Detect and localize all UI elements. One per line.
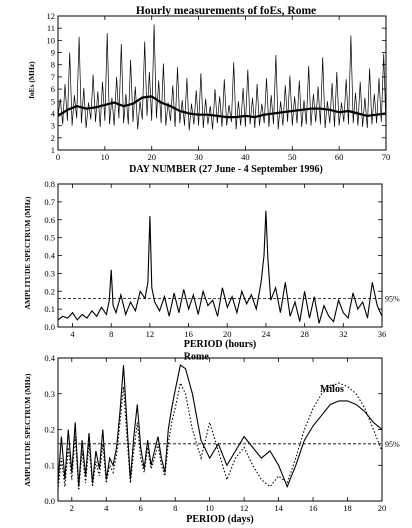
x-tick-label: 12 [146,329,155,339]
x-tick-label: 0 [56,152,60,162]
x-tick-label: 36 [378,329,387,339]
x-tick-label: 60 [335,152,344,162]
panel2-ylabel: AMPLITUDE SPECTRUM (MHz) [23,196,32,309]
annotation-rome: Rome [184,352,210,363]
y-tick-label: 0.3 [44,268,55,278]
x-tick-label: 2 [70,503,74,513]
y-tick-label: 0.0 [44,322,55,332]
y-tick-label: 0.2 [44,425,55,435]
x-tick-label: 8 [109,329,113,339]
hours-spectrum-panel: AMPLITUDE SPECTRUM (MHz) PERIOD (hours) … [23,179,400,350]
panel1-ylabel: foEs (MHz) [27,61,36,99]
x-tick-label: 10 [205,503,214,513]
x-tick-label: 30 [194,152,203,162]
x-tick-label: 16 [309,503,318,513]
y-tick-label: 0.0 [44,496,55,506]
y-tick-label: 0.6 [44,215,55,225]
x-tick-label: 70 [382,152,391,162]
y-tick-label: 0.1 [44,460,55,470]
y-tick-label: 11 [47,23,55,33]
plot-frame [57,15,387,151]
y-tick-label: 12 [47,11,56,21]
series-line-0 [57,210,383,324]
x-tick-label: 16 [184,329,193,339]
y-tick-label: 4 [51,108,56,118]
y-tick-label: 1 [51,145,55,155]
panel3-xlabel: PERIOD (days) [186,514,254,525]
x-tick-label: 24 [262,329,271,339]
x-tick-label: 20 [223,329,232,339]
significance-label: 95% [385,440,400,449]
y-tick-label: 0.2 [44,286,55,296]
panel1-xlabel: DAY NUMBER (27 June - 4 September 1996) [129,164,323,175]
x-tick-label: 14 [274,503,283,513]
y-tick-label: 0.1 [44,304,55,314]
x-tick-label: 32 [339,329,348,339]
x-tick-label: 20 [147,152,156,162]
x-tick-label: 8 [173,503,177,513]
plot-frame [57,183,383,328]
x-tick-label: 18 [343,503,352,513]
y-tick-label: 0.4 [44,251,55,261]
significance-label: 95% [385,294,400,303]
y-tick-label: 0.4 [44,353,55,363]
panel1-title: Hourly measurements of foEs, Rome [136,5,316,17]
y-tick-label: 5 [51,96,55,106]
days-spectrum-panel: AMPLITUDE SPECTRUM (MHz) PERIOD (days) 2… [23,352,400,525]
series-line-smoothed [57,95,387,119]
y-tick-label: 7 [51,72,55,82]
y-tick-label: 2 [51,133,55,143]
y-tick-label: 0.3 [44,389,55,399]
series-line-hourly [57,24,387,131]
y-tick-label: 9 [51,48,55,58]
y-tick-label: 0.7 [44,197,55,207]
x-tick-label: 40 [241,152,250,162]
panel3-ylabel: AMPLITUDE SPECTRUM (MHz) [23,373,32,486]
x-tick-label: 50 [288,152,297,162]
y-tick-label: 10 [47,35,56,45]
x-tick-label: 10 [101,152,110,162]
x-tick-label: 20 [378,503,387,513]
y-tick-label: 8 [51,60,55,70]
x-tick-label: 28 [300,329,309,339]
x-tick-label: 6 [139,503,143,513]
x-tick-label: 4 [104,503,109,513]
x-tick-label: 4 [70,329,75,339]
y-tick-label: 6 [51,84,55,94]
series-line-milos [57,381,383,491]
y-tick-label: 0.5 [44,233,55,243]
y-tick-label: 3 [51,121,55,131]
x-tick-label: 12 [240,503,249,513]
y-tick-label: 0.8 [44,179,55,189]
panel2-xlabel: PERIOD (hours) [184,339,257,350]
annotation-milos: Milos [320,384,344,395]
foes-timeseries-panel: Hourly measurements of foEs, Rome foEs (… [27,5,390,175]
